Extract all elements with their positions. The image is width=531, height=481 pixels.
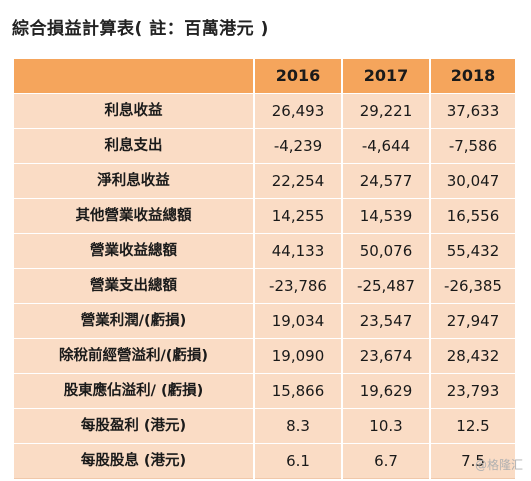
cell-2018: -7,586	[430, 128, 515, 164]
row-label: 除稅前經營溢利/(虧損)	[14, 338, 255, 374]
row-label: 營業利潤/(虧損)	[14, 303, 255, 339]
cell-2016: 26,493	[254, 93, 343, 129]
row-label: 營業收益總額	[14, 233, 255, 269]
header-label-column	[14, 59, 255, 94]
cell-2017: 19,629	[342, 373, 431, 409]
watermark: @格隆汇	[474, 458, 523, 472]
cell-2018: 12.5	[430, 408, 515, 444]
cell-2018: 16,556	[430, 198, 515, 234]
cell-2018: 28,432	[430, 338, 515, 374]
income-statement-table-container: 2016 2017 2018 利息收益 26,493 29,221 37,633…	[14, 59, 515, 479]
cell-2017: -4,644	[342, 128, 431, 164]
cell-2018: 27,947	[430, 303, 515, 339]
cell-2017: 14,539	[342, 198, 431, 234]
cell-2018: 7.5	[430, 443, 515, 479]
cell-2018: -26,385	[430, 268, 515, 304]
table-row: 每股股息 (港元) 6.1 6.7 7.5	[14, 443, 515, 479]
table-row: 營業支出總額 -23,786 -25,487 -26,385	[14, 268, 515, 304]
table-row: 股東應佔溢利/ (虧損) 15,866 19,629 23,793	[14, 373, 515, 409]
table-row: 利息收益 26,493 29,221 37,633	[14, 93, 515, 129]
table-row: 營業利潤/(虧損) 19,034 23,547 27,947	[14, 303, 515, 339]
row-label: 股東應佔溢利/ (虧損)	[14, 373, 255, 409]
page-title: 綜合損益計算表( 註：百萬港元 )	[12, 19, 269, 39]
header-year-2018: 2018	[430, 59, 515, 94]
cell-2017: 50,076	[342, 233, 431, 269]
cell-2017: 23,674	[342, 338, 431, 374]
cell-2016: 8.3	[254, 408, 343, 444]
row-label: 其他營業收益總額	[14, 198, 255, 234]
cell-2017: -25,487	[342, 268, 431, 304]
cell-2018: 37,633	[430, 93, 515, 129]
table-row: 其他營業收益總額 14,255 14,539 16,556	[14, 198, 515, 234]
table-row: 營業收益總額 44,133 50,076 55,432	[14, 233, 515, 269]
cell-2017: 24,577	[342, 163, 431, 199]
table-row: 每股盈利 (港元) 8.3 10.3 12.5	[14, 408, 515, 444]
cell-2016: 14,255	[254, 198, 343, 234]
table-row: 淨利息收益 22,254 24,577 30,047	[14, 163, 515, 199]
cell-2016: 22,254	[254, 163, 343, 199]
cell-2016: 19,090	[254, 338, 343, 374]
income-statement-table: 2016 2017 2018 利息收益 26,493 29,221 37,633…	[14, 59, 515, 479]
cell-2017: 29,221	[342, 93, 431, 129]
cell-2016: 19,034	[254, 303, 343, 339]
row-label: 利息收益	[14, 93, 255, 129]
cell-2016: 44,133	[254, 233, 343, 269]
cell-2016: -23,786	[254, 268, 343, 304]
cell-2018: 23,793	[430, 373, 515, 409]
cell-2017: 23,547	[342, 303, 431, 339]
row-label: 利息支出	[14, 128, 255, 164]
cell-2017: 6.7	[342, 443, 431, 479]
row-label: 每股股息 (港元)	[14, 443, 255, 479]
row-label: 淨利息收益	[14, 163, 255, 199]
cell-2016: -4,239	[254, 128, 343, 164]
cell-2016: 15,866	[254, 373, 343, 409]
row-label: 每股盈利 (港元)	[14, 408, 255, 444]
cell-2018: 30,047	[430, 163, 515, 199]
table-row: 除稅前經營溢利/(虧損) 19,090 23,674 28,432	[14, 338, 515, 374]
cell-2017: 10.3	[342, 408, 431, 444]
header-year-2017: 2017	[342, 59, 431, 94]
header-year-2016: 2016	[254, 59, 343, 94]
table-header-row: 2016 2017 2018	[14, 59, 515, 94]
cell-2018: 55,432	[430, 233, 515, 269]
cell-2016: 6.1	[254, 443, 343, 479]
row-label: 營業支出總額	[14, 268, 255, 304]
table-row: 利息支出 -4,239 -4,644 -7,586	[14, 128, 515, 164]
